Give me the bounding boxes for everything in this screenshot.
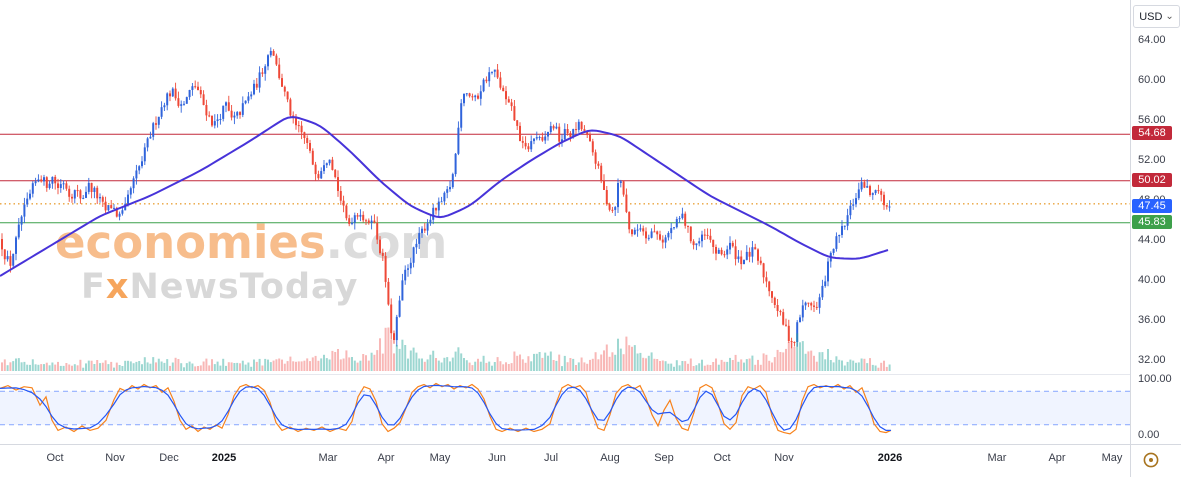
resistance-1-badge[interactable]: 54.68 <box>1132 126 1172 141</box>
resistance-2-badge[interactable]: 50.02 <box>1132 172 1172 187</box>
axis-corner <box>1130 444 1181 477</box>
price-axis[interactable]: USD ⌄ 64.0060.0056.0052.0048.0044.0040.0… <box>1130 0 1181 444</box>
time-label: Apr <box>377 452 395 464</box>
price-tick: 52.00 <box>1138 154 1166 166</box>
oscillator-tick: 0.00 <box>1138 429 1160 441</box>
watermark-tagline-rest: NewsToday <box>129 266 359 307</box>
chevron-down-icon: ⌄ <box>1165 10 1174 22</box>
time-label: Oct <box>46 452 64 464</box>
price-tick: 64.00 <box>1138 34 1166 46</box>
time-label: Sep <box>654 452 674 464</box>
time-label: Aug <box>600 452 620 464</box>
candlestick-chart[interactable] <box>0 0 1130 444</box>
time-label: May <box>429 452 451 464</box>
currency-label: USD <box>1139 10 1163 23</box>
time-label-year: 2026 <box>877 452 903 464</box>
time-label: Nov <box>774 452 794 464</box>
price-tick: 44.00 <box>1138 234 1166 246</box>
time-label-year: 2025 <box>211 452 237 464</box>
price-tick: 40.00 <box>1138 274 1166 286</box>
time-label: Jul <box>543 452 559 464</box>
watermark-tagline-f: F <box>81 266 106 307</box>
price-tick: 56.00 <box>1138 114 1166 126</box>
watermark-tagline: FxNewsToday <box>81 269 447 305</box>
support-1-badge[interactable]: 45.83 <box>1132 214 1172 229</box>
time-label: May <box>1101 452 1123 464</box>
target-icon[interactable] <box>1142 451 1160 469</box>
time-label: Apr <box>1048 452 1066 464</box>
time-label: Jun <box>488 452 506 464</box>
time-axis[interactable]: Oct Nov Dec 2025 Mar Apr May Jun Jul Aug Sep Oct Nov… <box>0 444 1130 477</box>
price-tick: 32.00 <box>1138 354 1166 366</box>
time-label: Dec <box>159 452 179 464</box>
time-label: Nov <box>105 452 125 464</box>
time-label: Mar <box>987 452 1007 464</box>
time-label: Oct <box>713 452 731 464</box>
last-price-badge[interactable]: 47.45 <box>1132 198 1172 213</box>
plot-area[interactable]: economies.com FxNewsToday <box>0 0 1130 444</box>
currency-dropdown[interactable]: USD ⌄ <box>1133 5 1180 28</box>
price-tick: 36.00 <box>1138 314 1166 326</box>
watermark-tagline-x: x <box>105 266 130 307</box>
oscillator-tick: 100.00 <box>1138 373 1172 385</box>
time-label: Mar <box>318 452 338 464</box>
watermark-brand-text: economies <box>55 216 326 269</box>
price-tick: 60.00 <box>1138 74 1166 86</box>
